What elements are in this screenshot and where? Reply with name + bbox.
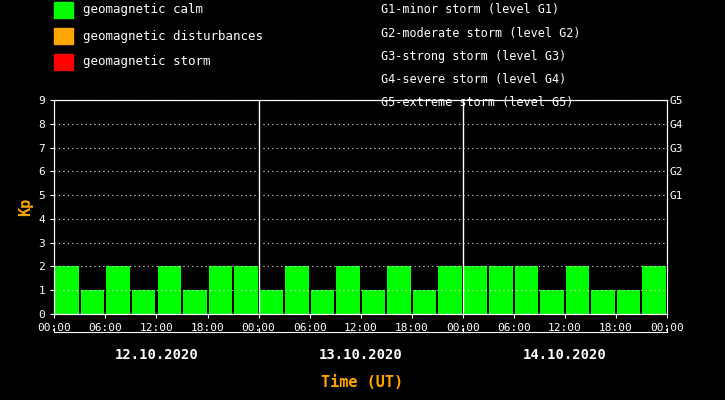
- Bar: [183, 290, 207, 314]
- Bar: [617, 290, 640, 314]
- Bar: [209, 266, 232, 314]
- Bar: [107, 266, 130, 314]
- Bar: [157, 266, 181, 314]
- Text: G4-severe storm (level G4): G4-severe storm (level G4): [381, 73, 566, 86]
- Bar: [566, 266, 589, 314]
- Text: G3-strong storm (level G3): G3-strong storm (level G3): [381, 50, 566, 63]
- Y-axis label: Kp: Kp: [18, 198, 33, 216]
- Bar: [55, 266, 79, 314]
- Text: 12.10.2020: 12.10.2020: [115, 348, 199, 362]
- Bar: [592, 290, 615, 314]
- Bar: [489, 266, 513, 314]
- Bar: [234, 266, 257, 314]
- Bar: [310, 290, 334, 314]
- Text: G1-minor storm (level G1): G1-minor storm (level G1): [381, 4, 559, 16]
- Text: geomagnetic storm: geomagnetic storm: [83, 56, 211, 68]
- Bar: [387, 266, 411, 314]
- Bar: [285, 266, 309, 314]
- Text: G5-extreme storm (level G5): G5-extreme storm (level G5): [381, 96, 573, 109]
- Bar: [439, 266, 462, 314]
- Text: geomagnetic disturbances: geomagnetic disturbances: [83, 30, 263, 42]
- Text: 14.10.2020: 14.10.2020: [523, 348, 607, 362]
- Text: G2-moderate storm (level G2): G2-moderate storm (level G2): [381, 27, 580, 40]
- Bar: [540, 290, 564, 314]
- Bar: [81, 290, 104, 314]
- Bar: [336, 266, 360, 314]
- Bar: [132, 290, 155, 314]
- Bar: [362, 290, 385, 314]
- Bar: [642, 266, 666, 314]
- Bar: [515, 266, 539, 314]
- Text: geomagnetic calm: geomagnetic calm: [83, 4, 204, 16]
- Bar: [260, 290, 283, 314]
- Bar: [413, 290, 436, 314]
- Text: 13.10.2020: 13.10.2020: [319, 348, 402, 362]
- Bar: [464, 266, 487, 314]
- Text: Time (UT): Time (UT): [321, 375, 404, 390]
